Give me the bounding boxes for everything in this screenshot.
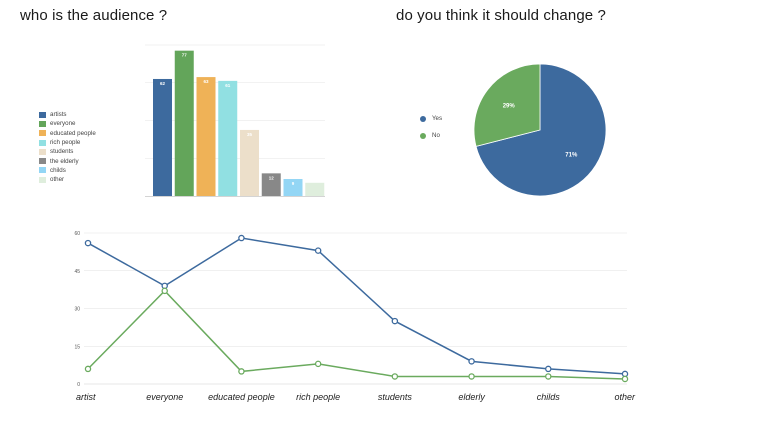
line-point <box>621 375 629 383</box>
line-series-1 <box>87 237 626 375</box>
bar-value-label: 63 <box>203 79 209 84</box>
bar-chart-title: who is the audience ? <box>20 7 168 24</box>
line-point <box>238 234 245 242</box>
line-point <box>314 360 322 368</box>
y-tick-label: 45 <box>74 269 80 275</box>
bar-students <box>240 129 259 196</box>
line-point <box>238 368 245 375</box>
x-tick-label: educated people <box>208 392 275 402</box>
legend-label: students <box>50 148 74 156</box>
bar-value-label: 61 <box>225 83 231 88</box>
legend-label: artists <box>50 111 67 119</box>
legend-swatch <box>39 176 46 183</box>
legend-swatch <box>39 111 46 118</box>
legend-item-rich-people: rich people <box>39 138 96 147</box>
x-tick-label: rich people <box>296 392 340 402</box>
legend-label: the elderly <box>50 157 79 165</box>
legend-label: childs <box>50 166 66 174</box>
legend-item-educated-people: educated people <box>39 129 96 138</box>
legend-label: educated people <box>50 129 96 137</box>
pie-chart-title: do you think it should change ? <box>396 7 606 24</box>
bar-artists <box>153 78 172 196</box>
pie-chart: 71% 29% <box>473 63 607 197</box>
legend-swatch <box>420 115 426 122</box>
line-series-2 <box>87 289 626 380</box>
y-tick-label: 30 <box>74 307 80 313</box>
line-point <box>161 287 168 295</box>
pie-chart-legend: Yes No <box>420 110 442 144</box>
x-tick-label: childs <box>537 392 561 402</box>
legend-label: everyone <box>50 120 76 128</box>
x-tick-label: other <box>614 392 636 402</box>
legend-item-yes: Yes <box>420 110 442 127</box>
line-point <box>545 373 552 380</box>
x-tick-label: artist <box>76 392 96 402</box>
line-point <box>391 317 399 325</box>
pie-slice-no <box>473 63 541 147</box>
legend-swatch <box>39 167 46 174</box>
legend-swatch <box>39 139 46 146</box>
legend-swatch <box>39 120 46 127</box>
legend-label: other <box>50 176 65 184</box>
pie-value-label: 71% <box>565 152 578 158</box>
pie-slice-yes <box>475 63 607 197</box>
line-point <box>84 239 92 247</box>
y-tick-label: 15 <box>74 344 80 350</box>
legend-item-other: other <box>39 175 96 184</box>
legend-label: Yes <box>432 115 443 122</box>
line-point <box>84 365 92 373</box>
bar-educated-people <box>196 77 216 196</box>
bar-value-label: 77 <box>182 53 188 58</box>
bar-rich-people <box>218 80 238 196</box>
bar-value-label: 9 <box>292 181 295 186</box>
line-chart: 0 15 30 45 60 artist everyone educated people ri… <box>74 231 636 402</box>
bar-chart-legend: artists everyone educated people rich peopl… <box>39 110 96 184</box>
bar-value-label: 35 <box>247 132 253 137</box>
legend-label: No <box>432 132 440 139</box>
x-tick-label: elderly <box>458 392 485 402</box>
line-point <box>545 365 552 373</box>
y-tick-label: 60 <box>74 231 80 237</box>
legend-item-artists: artists <box>39 110 96 119</box>
pie-value-label: 29% <box>503 104 516 110</box>
bar-chart: 62 77 63 61 35 12 9 <box>145 44 325 197</box>
line-point <box>468 373 475 380</box>
legend-label: rich people <box>50 139 81 147</box>
line-point <box>314 247 322 254</box>
legend-swatch <box>39 148 46 155</box>
bar-other <box>305 182 325 196</box>
legend-swatch <box>39 130 46 137</box>
legend-item-the-elderly: the elderly <box>39 156 96 165</box>
x-tick-label: students <box>378 392 413 402</box>
legend-item-everyone: everyone <box>39 119 96 128</box>
y-tick-label: 0 <box>77 382 80 388</box>
x-tick-label: everyone <box>146 392 183 402</box>
legend-swatch <box>420 132 426 139</box>
legend-item-childs: childs <box>39 166 96 175</box>
legend-item-no: No <box>420 127 442 144</box>
legend-swatch <box>39 158 46 165</box>
bar-childs <box>283 179 303 196</box>
bar-the-elderly <box>261 173 281 196</box>
bar-value-label: 12 <box>269 175 275 180</box>
legend-item-students: students <box>39 147 96 156</box>
line-point <box>391 373 399 380</box>
line-point <box>468 358 475 365</box>
bar-everyone <box>174 50 194 196</box>
bar-value-label: 62 <box>160 81 166 86</box>
